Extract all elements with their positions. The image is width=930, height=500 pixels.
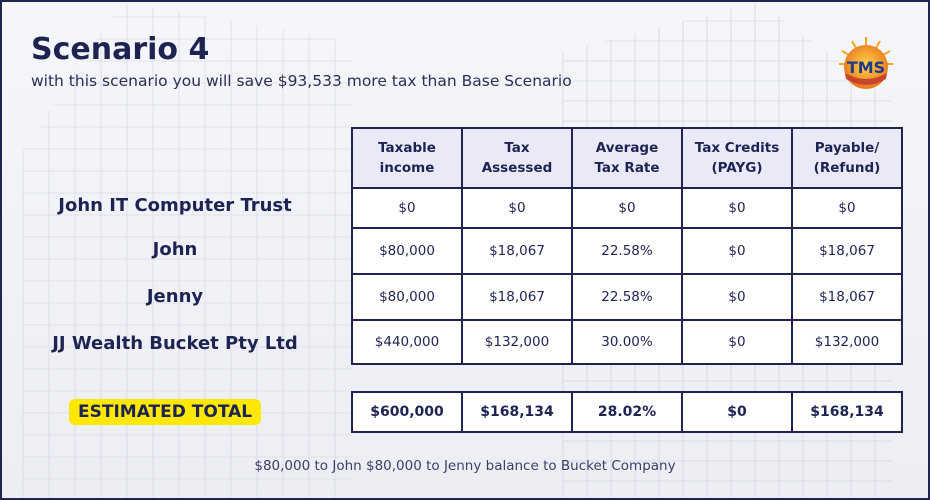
cell-tax-assessed: $0 <box>461 187 573 229</box>
slide-subtitle: with this scenario you will save $93,533… <box>31 72 572 90</box>
cell-tax-credits: $0 <box>681 319 793 365</box>
total-row: $600,000 $168,134 28.02% $0 $168,134 <box>351 391 903 433</box>
total-taxable-income: $600,000 <box>351 391 463 433</box>
total-average-tax-rate: 28.02% <box>571 391 683 433</box>
tms-logo: TMS <box>839 37 893 89</box>
row-label-jenny: Jenny <box>146 286 204 307</box>
header-average-tax-rate: Average Tax Rate <box>571 127 683 189</box>
cell-payable-refund: $18,067 <box>791 273 903 321</box>
footnote: $80,000 to John $80,000 to Jenny balance… <box>254 458 676 474</box>
cell-tax-assessed: $18,067 <box>461 227 573 275</box>
tax-table: Taxable income Tax Assessed Average Tax Rat… <box>351 127 903 365</box>
table-row: $80,000 $18,067 22.58% $0 $18,067 <box>351 273 903 321</box>
header-tax-assessed: Tax Assessed <box>461 127 573 189</box>
total-tax-assessed: $168,134 <box>461 391 573 433</box>
header-taxable-income: Taxable income <box>351 127 463 189</box>
cell-tax-assessed: $132,000 <box>461 319 573 365</box>
cell-average-tax-rate: $0 <box>571 187 683 229</box>
row-label-trust: John IT Computer Trust <box>58 195 292 216</box>
slide-title: Scenario 4 <box>31 32 210 67</box>
cell-payable-refund: $0 <box>791 187 903 229</box>
cell-tax-credits: $0 <box>681 187 793 229</box>
table-row: $0 $0 $0 $0 $0 <box>351 187 903 229</box>
table-header-row: Taxable income Tax Assessed Average Tax Rat… <box>351 127 903 189</box>
header-payable-refund: Payable/(Refund) <box>791 127 903 189</box>
cell-payable-refund: $132,000 <box>791 319 903 365</box>
cell-taxable-income: $80,000 <box>351 273 463 321</box>
cell-taxable-income: $440,000 <box>351 319 463 365</box>
cell-average-tax-rate: 30.00% <box>571 319 683 365</box>
row-label-bucket: JJ Wealth Bucket Pty Ltd <box>52 333 298 354</box>
total-tax-credits: $0 <box>681 391 793 433</box>
total-payable-refund: $168,134 <box>791 391 903 433</box>
cell-taxable-income: $0 <box>351 187 463 229</box>
cell-average-tax-rate: 22.58% <box>571 273 683 321</box>
cell-tax-credits: $0 <box>681 227 793 275</box>
cell-tax-credits: $0 <box>681 273 793 321</box>
total-table: $600,000 $168,134 28.02% $0 $168,134 <box>351 391 903 433</box>
table-row: $80,000 $18,067 22.58% $0 $18,067 <box>351 227 903 275</box>
cell-payable-refund: $18,067 <box>791 227 903 275</box>
logo-text: TMS <box>847 58 885 77</box>
cell-taxable-income: $80,000 <box>351 227 463 275</box>
estimated-total-label: ESTIMATED TOTAL <box>69 399 262 425</box>
table-row: $440,000 $132,000 30.00% $0 $132,000 <box>351 319 903 365</box>
cell-average-tax-rate: 22.58% <box>571 227 683 275</box>
header-tax-credits: Tax Credits (PAYG) <box>681 127 793 189</box>
row-label-john: John <box>152 239 198 260</box>
cell-tax-assessed: $18,067 <box>461 273 573 321</box>
